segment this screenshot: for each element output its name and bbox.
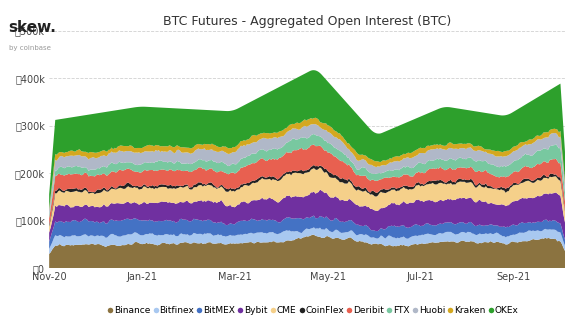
Text: by coinbase: by coinbase <box>9 45 50 51</box>
Title: BTC Futures - Aggregated Open Interest (BTC): BTC Futures - Aggregated Open Interest (… <box>163 15 451 28</box>
Text: skew.: skew. <box>9 20 57 35</box>
Legend: Binance, Bitfinex, BitMEX, Bybit, CME, CoinFlex, Deribit, FTX, Huobi, Kraken, OK: Binance, Bitfinex, BitMEX, Bybit, CME, C… <box>104 302 522 318</box>
